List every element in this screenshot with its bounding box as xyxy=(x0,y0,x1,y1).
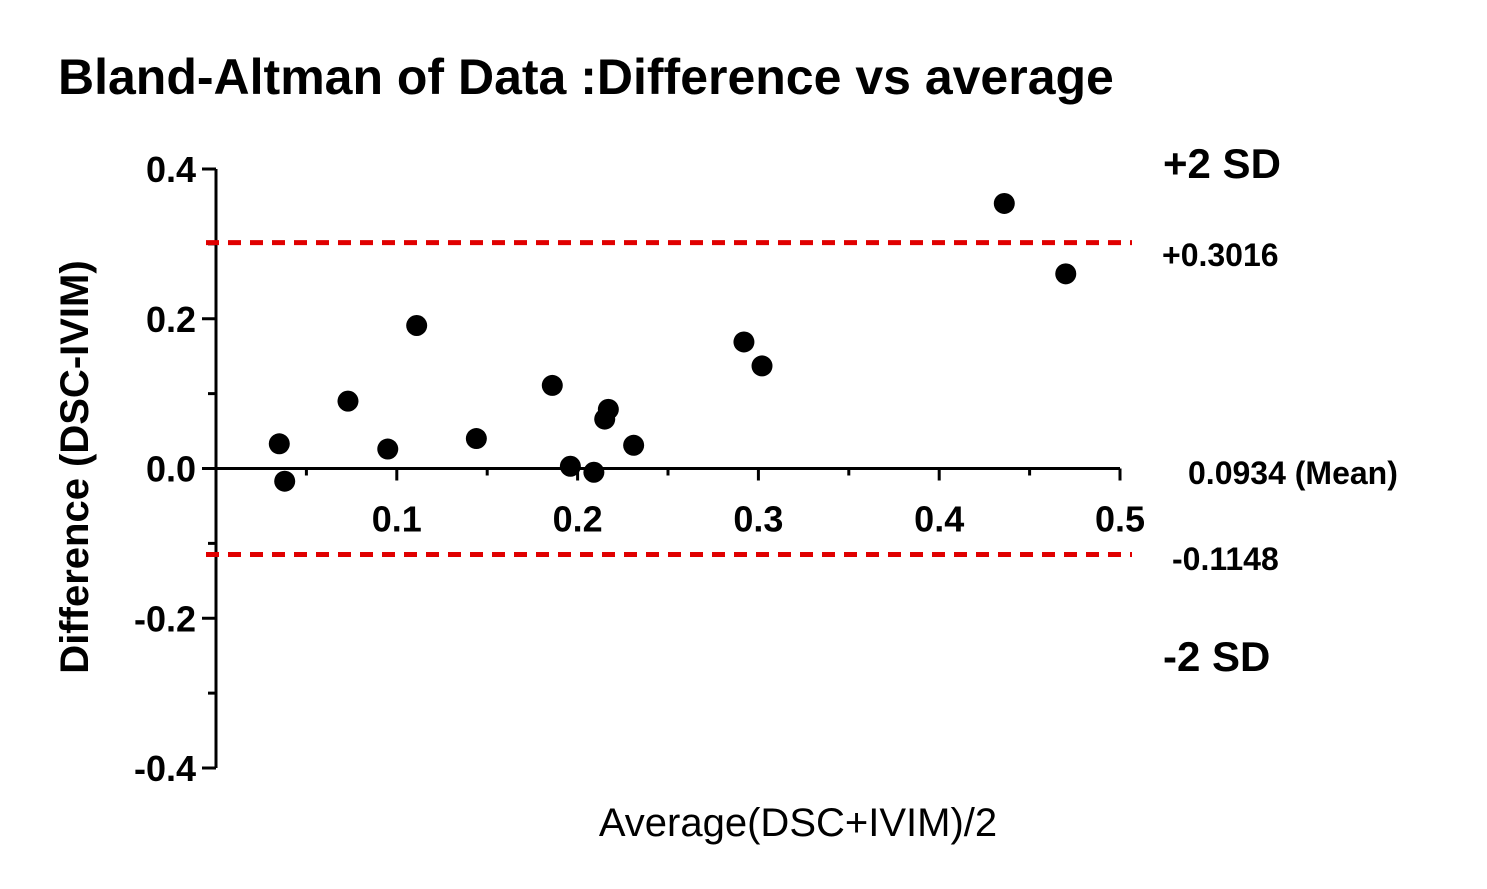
data-point xyxy=(1055,263,1077,285)
x-tick-label: 0.3 xyxy=(733,499,783,540)
x-tick-label: 0.5 xyxy=(1095,499,1145,540)
data-point xyxy=(993,192,1015,214)
y-tick-label: 0.0 xyxy=(146,449,196,490)
data-point xyxy=(268,433,290,455)
upper-limit-value: +0.3016 xyxy=(1162,237,1279,273)
x-axis-label: Average(DSC+IVIM)/2 xyxy=(599,801,997,845)
data-point xyxy=(559,455,581,477)
y-tick-label: -0.4 xyxy=(134,748,196,789)
lower-limit-value: -0.1148 xyxy=(1172,541,1279,577)
upper-sd-annotation: +2 SD xyxy=(1163,140,1281,187)
data-point xyxy=(751,355,773,377)
limit-lines xyxy=(206,240,1132,557)
y-tick-label: 0.2 xyxy=(146,299,196,340)
data-point xyxy=(406,314,428,336)
data-point xyxy=(337,390,359,412)
x-tick-label: 0.1 xyxy=(372,499,422,540)
x-tick-label: 0.2 xyxy=(553,499,603,540)
data-points xyxy=(268,192,1077,492)
lower-sd-annotation: -2 SD xyxy=(1163,633,1270,680)
data-point xyxy=(465,428,487,450)
x-tick-label: 0.4 xyxy=(914,499,964,540)
y-ticks: -0.4 -0.2 0.0 0.2 0.4 xyxy=(134,149,216,789)
data-point xyxy=(274,470,296,492)
data-point xyxy=(583,461,605,483)
y-tick-label: 0.4 xyxy=(146,149,196,190)
chart-title: Bland-Altman of Data :Difference vs aver… xyxy=(58,49,1114,105)
data-point xyxy=(597,398,619,420)
data-point xyxy=(541,374,563,396)
x-ticks: 0.1 0.2 0.3 0.4 0.5 xyxy=(304,468,1145,540)
y-axis-label: Difference (DSC-IVIM) xyxy=(53,260,97,673)
data-point xyxy=(623,434,645,456)
y-tick-label: -0.2 xyxy=(134,598,196,639)
mean-annotation: 0.0934 (Mean) xyxy=(1188,455,1398,491)
data-point xyxy=(733,331,755,353)
data-point xyxy=(377,438,399,460)
